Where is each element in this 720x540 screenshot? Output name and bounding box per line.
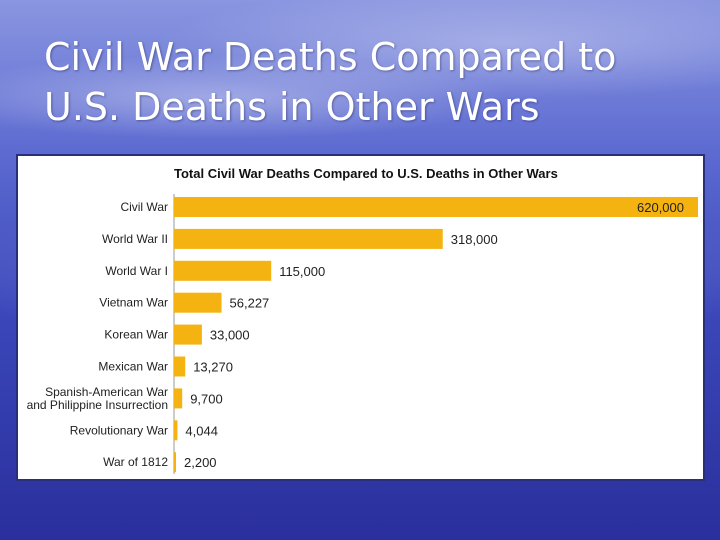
bar: [174, 260, 272, 281]
category-label: Vietnam War: [99, 296, 168, 310]
slide-title: Civil War Deaths Compared to U.S. Deaths…: [44, 35, 617, 129]
value-label: 56,227: [230, 296, 270, 311]
value-label: 2,200: [184, 455, 217, 470]
value-label: 115,000: [279, 264, 325, 279]
value-label: 4,044: [185, 423, 218, 438]
bar: [174, 420, 178, 441]
bar: [174, 324, 202, 345]
bar-chart: Total Civil War Deaths Compared to U.S. …: [27, 166, 698, 474]
chart-panel: Total Civil War Deaths Compared to U.S. …: [16, 154, 705, 481]
bar: [174, 452, 176, 473]
bar: [174, 292, 222, 313]
category-label: Mexican War: [98, 360, 168, 374]
category-label: World War I: [105, 264, 168, 278]
category-label: Spanish-American War and Philippine Insur…: [27, 385, 168, 412]
category-label: War of 1812: [103, 455, 168, 469]
value-label: 620,000: [637, 200, 684, 215]
category-label: Civil War: [120, 200, 168, 214]
bar: [174, 197, 698, 217]
value-label: 318,000: [451, 232, 498, 247]
chart-title: Total Civil War Deaths Compared to U.S. …: [174, 166, 558, 181]
category-label: Revolutionary War: [70, 423, 168, 437]
category-label: Korean War: [104, 328, 168, 342]
value-label: 13,270: [193, 360, 233, 375]
value-label: 33,000: [210, 328, 250, 343]
category-label: World War II: [102, 232, 168, 246]
bar: [174, 228, 443, 249]
value-label: 9,700: [190, 391, 223, 406]
bar: [174, 356, 186, 377]
bar: [174, 388, 183, 409]
